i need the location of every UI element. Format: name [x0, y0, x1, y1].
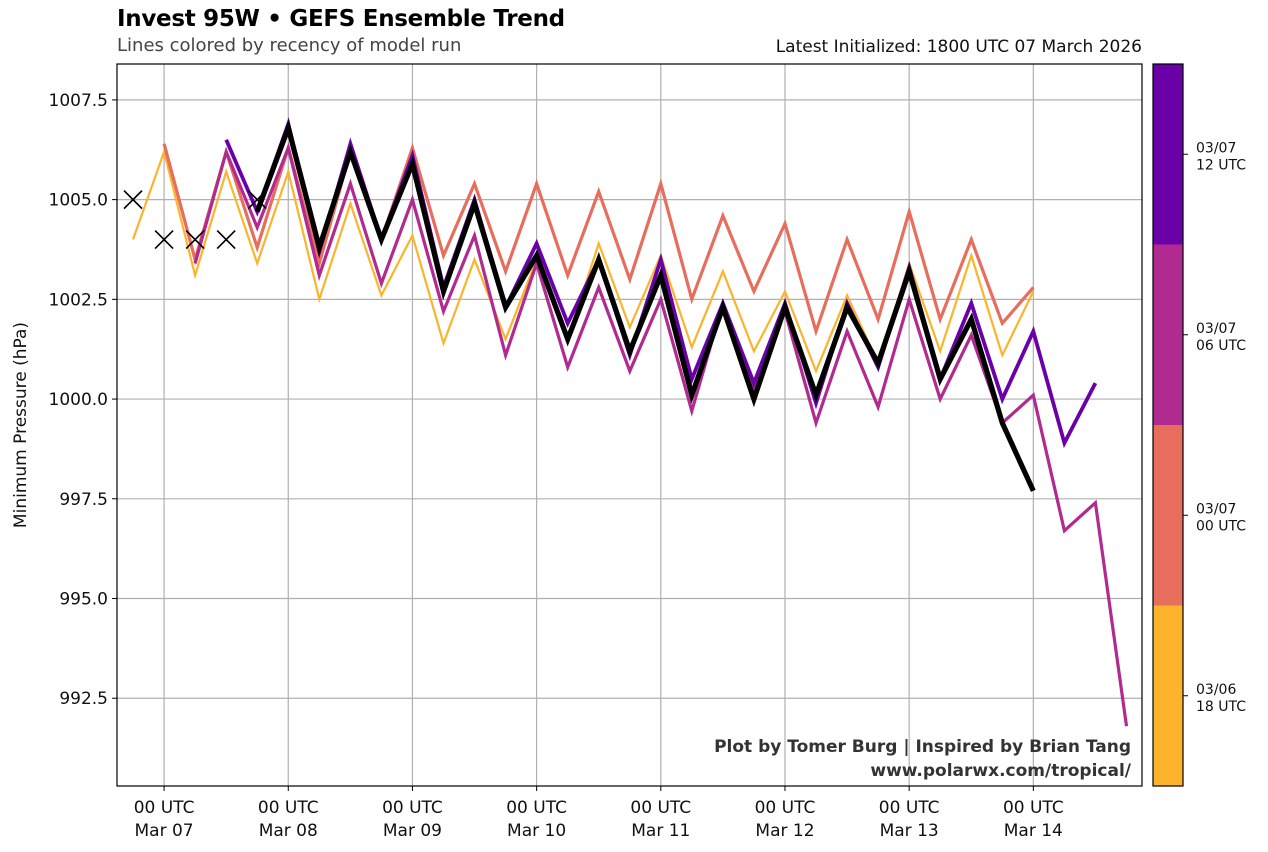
chart-title: Invest 95W • GEFS Ensemble Trend — [117, 6, 565, 32]
colorbar-label-date: 03/07 — [1196, 140, 1236, 156]
x-tick-label-time: 00 UTC — [755, 798, 816, 818]
y-axis: 992.5 995.0 997.5 1000.0 1002.5 1005.0 1007.5 — [49, 91, 117, 709]
x-tick-label-time: 00 UTC — [630, 798, 691, 818]
y-tick-label: 1002.5 — [49, 290, 108, 310]
observed-marker-x — [216, 229, 236, 250]
colorbar-label-time: 12 UTC — [1196, 157, 1246, 173]
y-tick-label: 1000.0 — [49, 390, 108, 410]
y-tick-label: 992.5 — [59, 689, 108, 709]
x-tick-label-date: Mar 12 — [755, 821, 814, 841]
colorbar-frame — [1152, 63, 1184, 787]
x-tick-label-time: 00 UTC — [258, 798, 319, 818]
series-line-03-07-18-utc — [254, 119, 1036, 492]
x-tick-label-time: 00 UTC — [382, 798, 443, 818]
colorbar-label-time: 00 UTC — [1196, 518, 1246, 534]
x-axis: 00 UTC Mar 07 00 UTC Mar 08 00 UTC Mar 09 00 U… — [134, 786, 1064, 841]
x-tick-label-date: Mar 07 — [135, 821, 194, 841]
x-tick-label-time: 00 UTC — [134, 798, 195, 818]
colorbar-label-date: 03/07 — [1196, 321, 1236, 337]
observed-marker-x — [185, 229, 205, 250]
plot-frame — [116, 63, 1143, 787]
x-tick-label-time: 00 UTC — [879, 798, 940, 818]
series-group — [131, 117, 1129, 727]
x-tick-label-date: Mar 13 — [880, 821, 939, 841]
observed-marker-x — [154, 229, 174, 250]
x-tick-label-date: Mar 11 — [631, 821, 690, 841]
series-line-03-07-06-utc — [193, 142, 1129, 727]
colorbar-segment — [1153, 605, 1183, 787]
series-line-03-07-00-utc — [162, 142, 1035, 337]
y-tick-label: 995.0 — [59, 590, 108, 610]
credit-line-2: www.polarwx.com/tropical/ — [870, 761, 1131, 781]
y-tick-label: 997.5 — [59, 490, 108, 510]
x-tick-label-date: Mar 14 — [1004, 821, 1063, 841]
colorbar-label-time: 18 UTC — [1196, 699, 1246, 715]
colorbar-label-date: 03/07 — [1196, 501, 1236, 517]
x-tick-label-date: Mar 08 — [259, 821, 318, 841]
observed-marker-x — [247, 190, 267, 210]
y-tick-label: 1005.0 — [49, 191, 108, 211]
observed-markers — [123, 190, 267, 250]
x-tick-label-time: 00 UTC — [1003, 798, 1064, 818]
credit-line-1: Plot by Tomer Burg | Inspired by Brian T… — [714, 737, 1131, 757]
y-tick-label: 1007.5 — [49, 91, 108, 111]
latest-init-label: Latest Initialized: 1800 UTC 07 March 20… — [775, 37, 1142, 57]
x-tick-label-date: Mar 09 — [383, 821, 442, 841]
colorbar-label-time: 06 UTC — [1196, 338, 1246, 354]
colorbar-segment — [1153, 425, 1183, 606]
y-axis-label: Minimum Pressure (hPa) — [11, 322, 31, 528]
colorbar-segment — [1153, 64, 1183, 245]
x-tick-label-date: Mar 10 — [507, 821, 566, 841]
x-tick-label-time: 00 UTC — [506, 798, 567, 818]
colorbar-segment — [1153, 244, 1183, 426]
chart-subtitle: Lines colored by recency of model run — [117, 35, 462, 56]
colorbar-label-date: 03/06 — [1196, 682, 1236, 698]
observed-marker-x — [123, 190, 143, 210]
